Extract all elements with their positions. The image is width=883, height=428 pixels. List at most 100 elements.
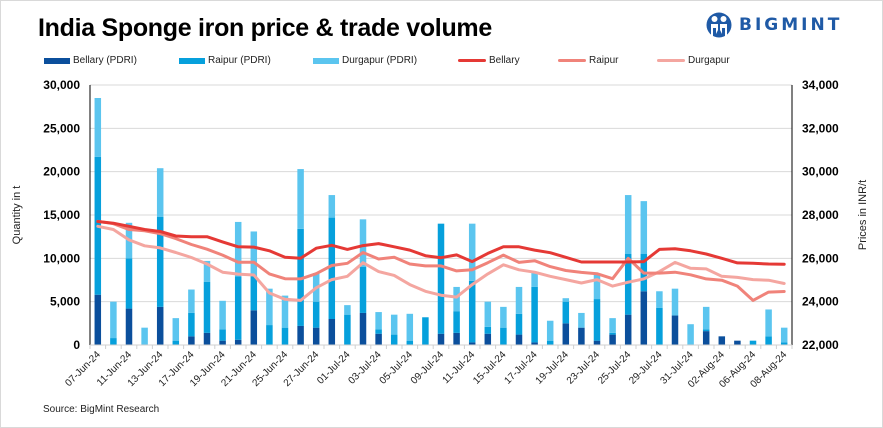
bar-durgapur-pdri [188, 289, 195, 313]
x-tick-label: 03-Jul-24 [346, 349, 384, 387]
bar-raipur-pdri [375, 329, 382, 334]
y2-tick-label: 28,000 [802, 208, 839, 222]
bar-durgapur-pdri [546, 320, 554, 341]
bar-bellary-pdri [203, 332, 211, 345]
source-note: Source: BigMint Research [43, 404, 160, 415]
bar-bellary-pdri [437, 333, 445, 345]
legend-swatch [44, 57, 70, 64]
line-bellary [96, 220, 786, 266]
bar-bellary-pdri [531, 342, 538, 345]
legend-swatch [558, 59, 586, 62]
bar-raipur-pdri [531, 286, 538, 343]
bar-durgapur-pdri [250, 231, 258, 276]
x-tick-label: 01-Jul-24 [315, 349, 353, 387]
bar-durgapur-pdri [375, 312, 382, 330]
bar-raipur-pdri [593, 299, 601, 341]
bar-raipur-pdri [765, 336, 772, 345]
bar-raipur-pdri [359, 267, 367, 313]
bar-raipur-pdri [390, 334, 398, 345]
y-tick-label: 25,000 [43, 121, 80, 135]
bar-bellary-pdri [156, 306, 164, 345]
bigmint-logo-text: BIGMINT [739, 15, 843, 35]
bar-bellary-pdri [250, 310, 258, 345]
legend-label: Durgapur [688, 55, 730, 66]
bar-durgapur-pdri [281, 295, 289, 328]
legend-swatch [179, 57, 205, 64]
y2-tick-label: 32,000 [802, 121, 839, 135]
bar-bellary-pdri [297, 325, 304, 345]
x-tick-label: 19-Jul-24 [534, 349, 572, 387]
bar-durgapur-pdri [656, 291, 663, 308]
bar-raipur-pdri [125, 258, 133, 309]
bar-raipur-pdri [344, 314, 351, 345]
legend-item-bellary: Bellary [458, 55, 520, 66]
bar-bellary-pdri [562, 323, 570, 345]
y-tick-label: 20,000 [43, 165, 80, 179]
right-axis-ticks: 22,000 24,000 26,000 28,000 30,000 32,000 34,0… [802, 78, 839, 352]
bigmint-people-icon [706, 12, 732, 38]
bar-raipur-pdri [281, 327, 289, 345]
legend-item-raipur: Raipur [558, 55, 618, 66]
bar-raipur-pdri [234, 276, 242, 340]
legend-swatch [458, 59, 486, 62]
axes [89, 85, 793, 346]
x-tick-label: 09-Jul-24 [409, 349, 447, 387]
bar-durgapur-pdri [94, 98, 102, 157]
legend-label: Raipur (PDRI) [208, 55, 271, 66]
bar-durgapur-pdri [687, 324, 694, 345]
bar-bellary-pdri [375, 333, 382, 345]
x-tick-label: 15-Jul-24 [471, 349, 509, 387]
bar-bellary-pdri [359, 312, 367, 345]
bar-raipur-pdri [312, 301, 320, 328]
bar-bellary-pdri [468, 342, 476, 345]
bar-raipur-pdri [515, 313, 523, 335]
left-axis-ticks: 0 5,000 10,000 15,000 20,000 25,000 30,000 [43, 78, 80, 352]
bar-durgapur-pdri [390, 314, 398, 335]
bar-durgapur-pdri [468, 223, 476, 281]
bar-raipur-pdri [110, 338, 117, 345]
line-group [96, 219, 786, 302]
bar-bellary-pdri [484, 333, 492, 345]
bar-raipur-pdri [203, 281, 211, 333]
bar-raipur-pdri [172, 340, 180, 345]
bar-durgapur-pdri [578, 312, 585, 328]
bar-durgapur-pdri [765, 309, 772, 337]
bar-raipur-pdri [422, 317, 429, 345]
y-tick-label: 5,000 [50, 295, 80, 309]
bigmint-logo: BIGMINT [706, 10, 842, 40]
bar-durgapur-pdri [141, 327, 148, 345]
bar-bellary-pdri [609, 334, 616, 345]
chart-title: India Sponge iron price & trade volume [38, 14, 492, 42]
bar-durgapur-pdri [500, 306, 507, 328]
bar-durgapur-pdri [344, 305, 351, 315]
x-tick-label: 25-Jul-24 [596, 349, 634, 387]
y-tick-label: 0 [73, 338, 80, 352]
bar-bellary-pdri [94, 294, 102, 345]
bar-durgapur-pdri [359, 219, 367, 267]
bar-durgapur-pdri [234, 221, 242, 277]
bar-bellary-pdri [188, 336, 195, 345]
bar-raipur-pdri [328, 217, 336, 319]
bar-bellary-pdri [515, 334, 523, 345]
legend-swatch [657, 59, 685, 62]
bar-bellary-pdri [219, 340, 226, 345]
legend-label: Bellary (PDRI) [73, 55, 137, 66]
bar-durgapur-pdri [203, 260, 211, 282]
bar-durgapur-pdri [266, 288, 273, 326]
y2-tick-label: 22,000 [802, 338, 839, 352]
bar-bellary-pdri [453, 332, 460, 345]
x-axis-ticks: 07-Jun-2411-Jun-2413-Jun-2417-Jun-2419-J… [63, 345, 793, 390]
bar-raipur-pdri [188, 312, 195, 337]
bar-bellary-pdri [312, 327, 320, 345]
bar-durgapur-pdri [671, 288, 679, 316]
x-tick-label: 05-Jul-24 [378, 349, 416, 387]
bar-bellary-pdri [734, 340, 741, 345]
bar-raipur-pdri [156, 216, 164, 307]
y-tick-label: 10,000 [43, 251, 80, 265]
legend-label: Raipur [589, 55, 619, 66]
bar-raipur-pdri [468, 280, 476, 343]
bar-raipur-pdri [219, 329, 226, 341]
bar-raipur-pdri [500, 327, 507, 345]
